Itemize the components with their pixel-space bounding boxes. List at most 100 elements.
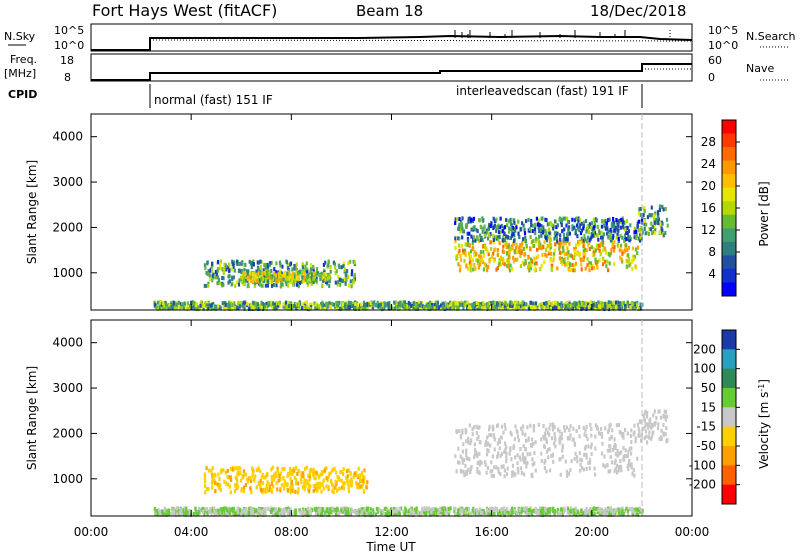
heatmap-cell [183, 506, 187, 511]
heatmap-cell [446, 304, 449, 309]
heatmap-cell [287, 512, 291, 517]
heatmap-cell [617, 306, 620, 311]
heatmap-cell [576, 234, 579, 239]
colorbar-swatch [722, 255, 736, 270]
heatmap-cell [250, 490, 253, 495]
heatmap-cell [232, 260, 236, 265]
heatmap-cell [287, 304, 291, 309]
heatmap-cell [305, 267, 308, 272]
heatmap-cell [403, 300, 406, 305]
heatmap-cell [469, 254, 472, 259]
heatmap-cell [256, 260, 259, 265]
heatmap-cell [344, 273, 347, 278]
heatmap-cell [658, 409, 661, 414]
power-y-axis-label: Slant Range [km] [25, 160, 39, 264]
heatmap-cell [551, 306, 554, 311]
heatmap-cell [531, 457, 534, 462]
heatmap-cell [393, 300, 396, 305]
heatmap-cell [592, 253, 595, 258]
heatmap-cell [631, 471, 634, 476]
heatmap-cell [241, 273, 244, 278]
heatmap-cell [522, 424, 525, 429]
heatmap-cell [259, 483, 262, 488]
heatmap-cell [242, 263, 245, 268]
heatmap-cell [475, 430, 478, 435]
heatmap-cell [522, 456, 526, 460]
heatmap-cell [558, 246, 561, 251]
heatmap-cell [630, 428, 633, 433]
heatmap-cell [301, 485, 304, 490]
heatmap-cell [289, 490, 292, 495]
heatmap-cell [177, 508, 180, 513]
heatmap-cell [471, 304, 474, 309]
heatmap-cell [639, 233, 642, 238]
heatmap-cell [466, 306, 469, 311]
heatmap-cell [410, 304, 413, 308]
heatmap-cell [611, 447, 614, 452]
heatmap-cell [475, 424, 478, 429]
heatmap-cell [233, 466, 236, 471]
heatmap-cell [280, 271, 283, 276]
heatmap-cell [342, 467, 345, 472]
heatmap-cell [315, 272, 318, 277]
heatmap-cell [357, 466, 360, 471]
heatmap-cell [594, 434, 597, 439]
heatmap-cell [223, 479, 226, 484]
heatmap-cell [259, 507, 262, 512]
heatmap-cell [530, 443, 533, 447]
heatmap-cell [508, 229, 511, 234]
heatmap-cell [509, 446, 512, 451]
colorbar-swatch [722, 160, 736, 175]
colorbar-tick-label: 100 [693, 362, 716, 376]
heatmap-cell [516, 453, 519, 458]
heatmap-cell [457, 262, 460, 267]
heatmap-cell [587, 243, 590, 248]
heatmap-cell [516, 466, 519, 471]
heatmap-cell [655, 416, 658, 420]
heatmap-cell [590, 245, 593, 250]
heatmap-cell [536, 509, 539, 514]
heatmap-cell [643, 227, 646, 231]
heatmap-cell [248, 506, 251, 511]
heatmap-cell [582, 223, 585, 228]
heatmap-cell [230, 478, 233, 482]
heatmap-cell [350, 284, 353, 289]
heatmap-cell [249, 479, 253, 483]
heatmap-cell [571, 217, 574, 222]
heatmap-cell [486, 465, 489, 470]
heatmap-cell [399, 300, 402, 305]
heatmap-cell [157, 300, 160, 305]
heatmap-cell [371, 303, 374, 308]
heatmap-cell [254, 301, 257, 306]
heatmap-cell [562, 506, 565, 511]
heatmap-cell [279, 471, 282, 476]
heatmap-cell [454, 454, 457, 459]
heatmap-cell [493, 465, 496, 470]
heatmap-cell [250, 271, 253, 276]
heatmap-cell [598, 303, 601, 308]
heatmap-cell [281, 273, 284, 278]
heatmap-cell [492, 226, 495, 231]
heatmap-cell [609, 236, 612, 241]
heatmap-cell [575, 304, 578, 309]
heatmap-cell [631, 506, 634, 511]
heatmap-cell [432, 507, 435, 512]
heatmap-cell [662, 423, 665, 427]
heatmap-cell [552, 459, 555, 464]
heatmap-cell [199, 300, 202, 305]
heatmap-cell [568, 267, 571, 272]
heatmap-cell [559, 244, 562, 249]
heatmap-cell [264, 487, 267, 492]
heatmap-cell [576, 251, 579, 256]
heatmap-cell [241, 475, 244, 480]
heatmap-cell [241, 276, 245, 280]
heatmap-cell [614, 467, 617, 472]
heatmap-cell [171, 510, 174, 515]
heatmap-cell [613, 244, 616, 249]
heatmap-cell [363, 512, 366, 517]
heatmap-cell [621, 259, 624, 264]
heatmap-cell [535, 306, 538, 311]
heatmap-cell [622, 454, 625, 459]
heatmap-cell [342, 264, 345, 269]
heatmap-cell [231, 303, 234, 308]
